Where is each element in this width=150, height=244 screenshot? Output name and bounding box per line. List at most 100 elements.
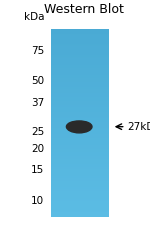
Bar [51,175,110,176]
Bar [51,58,110,59]
Bar [51,198,110,199]
Bar [51,213,110,214]
Bar [51,92,110,93]
Bar [51,33,110,34]
Bar [51,66,110,67]
Bar [51,135,110,136]
Bar [51,86,110,87]
Bar [51,154,110,155]
Bar [51,108,110,109]
Bar [51,79,110,80]
Bar [51,59,110,60]
Bar [51,141,110,142]
Bar [51,47,110,48]
Bar [51,93,110,94]
Bar [51,132,110,133]
Bar [51,69,110,70]
Bar [51,195,110,196]
Bar [51,34,110,35]
Bar [51,202,110,203]
Bar [51,200,110,201]
Bar [51,204,110,205]
Bar [51,102,110,103]
Bar [51,158,110,159]
Bar [51,148,110,149]
Bar [51,91,110,92]
Bar [51,188,110,189]
Bar [51,40,110,41]
Bar [51,101,110,102]
Bar [51,45,110,46]
Bar [51,76,110,77]
Bar [51,142,110,143]
Bar [51,78,110,79]
Bar [51,111,110,112]
Bar [51,164,110,165]
Bar [51,115,110,116]
Bar [51,50,110,51]
Bar [51,144,110,145]
Bar [51,165,110,166]
Bar [51,129,110,130]
Bar [51,31,110,32]
Bar [51,57,110,58]
Bar [51,68,110,69]
Bar [51,123,110,124]
Bar [51,187,110,188]
Bar [51,87,110,88]
Bar [51,124,110,125]
Bar [51,82,110,83]
Bar [51,193,110,194]
Bar [51,215,110,216]
Bar [51,114,110,115]
Bar [51,157,110,158]
Bar [51,94,110,95]
Text: 15: 15 [31,165,44,175]
Bar [51,192,110,193]
Bar [51,209,110,210]
Bar [51,36,110,37]
Bar [51,160,110,161]
Bar [51,201,110,202]
Bar [51,174,110,175]
Bar [51,140,110,141]
Bar [51,194,110,195]
Bar [51,156,110,157]
Bar [51,177,110,178]
Bar [51,131,110,132]
Bar [51,39,110,40]
Bar [51,85,110,86]
Bar [51,83,110,84]
Bar [51,44,110,45]
Bar [51,143,110,144]
Bar [51,122,110,123]
Bar [51,118,110,119]
Bar [51,46,110,47]
Bar [51,61,110,62]
Bar [51,107,110,108]
Ellipse shape [66,121,92,133]
Bar [51,74,110,75]
Bar [51,60,110,61]
Bar [51,208,110,209]
Bar [51,128,110,129]
Bar [51,214,110,215]
Bar [51,62,110,63]
Bar [51,178,110,179]
Bar [51,127,110,128]
Bar [51,38,110,39]
Bar [51,57,110,58]
Bar [51,162,110,163]
Bar [51,42,110,43]
Bar [51,211,110,212]
Bar [51,151,110,152]
Text: kDa: kDa [24,12,44,22]
Bar [51,51,110,52]
Bar [51,104,110,105]
Bar [51,134,110,135]
Bar [51,176,110,177]
Bar [51,100,110,101]
Bar [51,205,110,206]
Bar [51,32,110,33]
Bar [51,120,110,121]
